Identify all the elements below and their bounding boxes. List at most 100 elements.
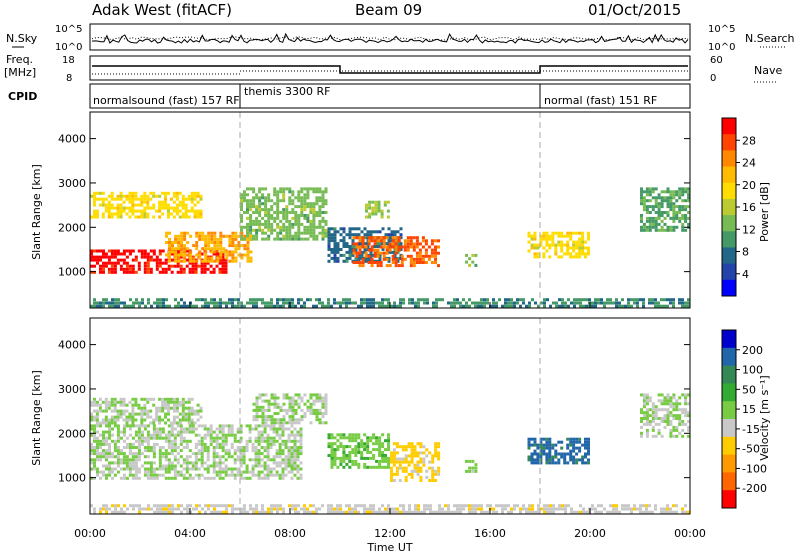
data-cell (375, 459, 379, 463)
data-cell (258, 208, 262, 212)
data-cell (221, 476, 225, 480)
data-cell (480, 510, 483, 514)
data-cell (669, 428, 673, 432)
data-cell (131, 446, 135, 449)
data-cell (672, 193, 676, 197)
data-cell (594, 510, 597, 514)
data-cell (178, 215, 182, 219)
data-cell (330, 445, 334, 449)
data-cell (657, 301, 660, 305)
data-cell (249, 231, 253, 235)
data-cell (134, 476, 138, 480)
data-cell (678, 420, 682, 423)
data-cell (131, 258, 135, 262)
data-cell (161, 464, 165, 468)
data-cell (224, 267, 228, 271)
data-cell (176, 452, 180, 456)
data-cell (284, 458, 288, 462)
data-cell (252, 202, 256, 206)
data-cell (210, 259, 214, 263)
data-cell (224, 452, 228, 456)
data-cell (137, 209, 141, 213)
data-cell (239, 455, 243, 459)
data-cell (358, 248, 362, 252)
data-cell (212, 267, 216, 271)
data-cell (373, 236, 377, 240)
data-region (90, 397, 203, 425)
data-cell (660, 205, 664, 209)
data-cell (252, 304, 255, 308)
data-cell (111, 304, 114, 308)
data-cell (321, 396, 325, 400)
data-cell (309, 228, 313, 232)
data-cell (531, 507, 534, 511)
data-cell (584, 246, 587, 250)
data-cell (351, 459, 355, 463)
data-cell (290, 464, 294, 468)
data-cell (222, 301, 225, 305)
data-cell (128, 427, 132, 431)
data-cell (345, 250, 349, 254)
data-cell (116, 449, 120, 453)
data-cell (141, 301, 144, 305)
data-cell (437, 451, 441, 455)
data-cell (572, 231, 576, 235)
data-cell (167, 400, 170, 404)
nsky-left-tick-top: 10^5 (55, 24, 82, 35)
data-cell (93, 409, 96, 413)
data-cell (278, 424, 282, 428)
data-cell (175, 409, 179, 413)
data-cell (110, 252, 114, 256)
data-cell (128, 412, 132, 416)
data-cell (587, 440, 590, 444)
data-cell (231, 507, 234, 511)
data-cell (360, 250, 364, 254)
data-cell (324, 421, 328, 425)
data-cell (104, 261, 108, 265)
data-cell (548, 437, 552, 441)
data-cell (651, 417, 655, 420)
data-cell (431, 479, 435, 482)
data-cell (129, 298, 132, 302)
data-cell (669, 202, 673, 206)
data-cell (375, 230, 379, 234)
data-cell (654, 414, 658, 418)
data-cell (654, 225, 658, 229)
data-cell (206, 476, 210, 480)
data-cell (272, 455, 276, 459)
data-cell (131, 412, 135, 416)
data-cell (164, 270, 168, 274)
data-cell (339, 304, 342, 308)
data-cell (152, 433, 156, 437)
data-cell (236, 455, 240, 459)
data-cell (333, 301, 336, 305)
data-cell (348, 456, 352, 460)
data-cell (264, 222, 268, 226)
data-cell (246, 225, 249, 229)
data-cell (239, 452, 243, 456)
data-cell (187, 215, 191, 219)
data-cell (125, 455, 129, 459)
data-cell (306, 399, 310, 403)
data-cell (107, 249, 111, 253)
data-cell (408, 504, 411, 508)
data-cell (212, 455, 216, 459)
data-cell (371, 200, 375, 204)
data-cell (155, 412, 159, 416)
data-cell (119, 400, 123, 404)
data-cell (261, 415, 265, 419)
data-cell (231, 253, 235, 257)
data-cell (266, 452, 270, 456)
data-cell (119, 430, 123, 434)
data-cell (96, 261, 99, 265)
data-cell (90, 467, 93, 471)
data-cell (278, 464, 282, 468)
data-cell (156, 510, 159, 514)
data-cell (536, 443, 540, 447)
nsky-label: N.Sky (6, 32, 38, 45)
data-cell (315, 211, 319, 214)
data-cell (171, 510, 174, 514)
data-cell (312, 234, 316, 238)
data-cell (172, 409, 176, 413)
